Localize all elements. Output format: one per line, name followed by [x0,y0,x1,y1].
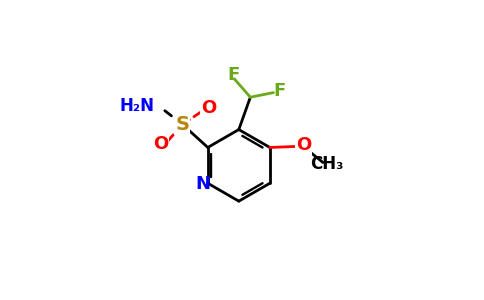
Text: O: O [153,135,168,153]
Text: S: S [175,115,189,134]
Text: N: N [195,175,210,193]
Text: O: O [201,99,216,117]
Text: F: F [227,66,239,84]
Text: O: O [296,136,311,154]
Text: CH₃: CH₃ [310,155,343,173]
Text: H₂N: H₂N [120,97,155,115]
Text: F: F [273,82,286,100]
